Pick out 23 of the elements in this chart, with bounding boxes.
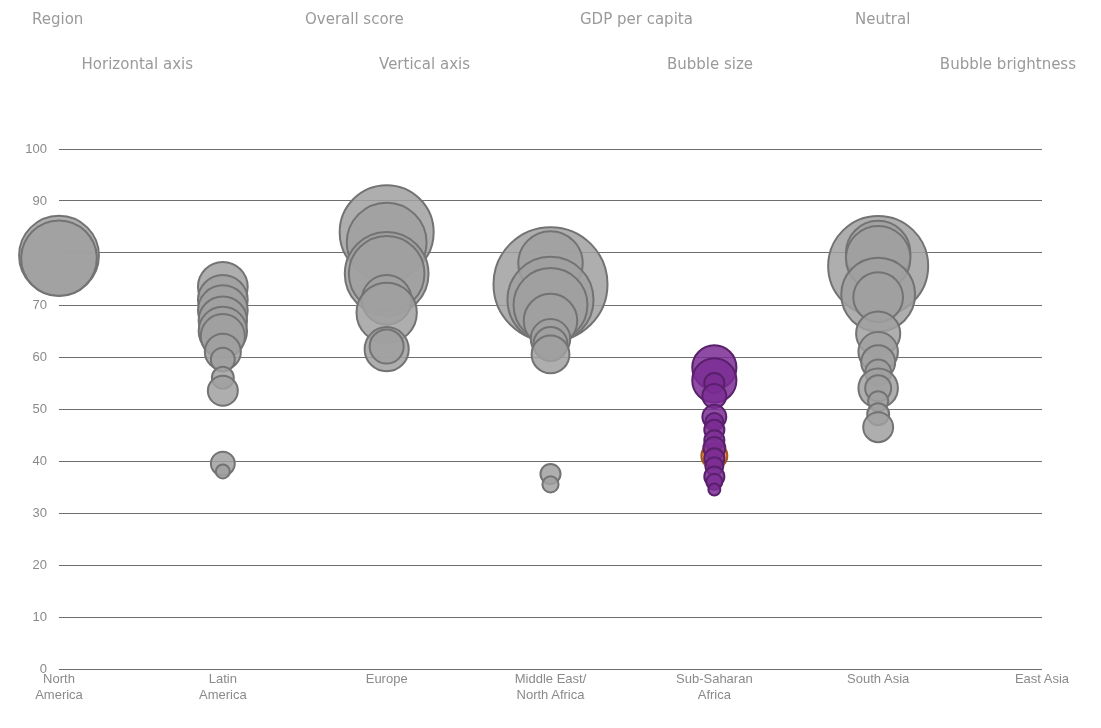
text: Region <box>32 10 84 28</box>
text: Vertical axis <box>379 55 470 73</box>
y-tick-label: 50 <box>32 400 47 416</box>
y-tick-label: 10 <box>32 608 47 624</box>
x-tick-label: Sub-Saharan Africa <box>676 671 753 702</box>
y-tick-label: 90 <box>32 192 47 208</box>
y-tick-label: 70 <box>32 296 47 312</box>
text: Bubble size <box>666 55 753 73</box>
y-tick-label: 30 <box>32 504 47 520</box>
text: Bubble brightness <box>939 55 1076 73</box>
text: Neutral <box>855 10 911 28</box>
y-tick-label: 20 <box>32 556 47 572</box>
x-tick-label: East Asia <box>1014 671 1070 687</box>
text: Overall score <box>305 10 404 28</box>
text: Horizontal axis <box>81 55 193 73</box>
x-tick-label: Latin America <box>198 671 248 702</box>
y-tick-label: 60 <box>32 348 47 364</box>
x-tick-label: Europe <box>365 671 408 687</box>
y-tick-label: 100 <box>25 140 47 156</box>
y-tick-label: 40 <box>32 452 47 468</box>
text: GDP per capita <box>580 10 693 28</box>
x-tick-label: Middle East/North Africa <box>514 671 587 702</box>
x-tick-label: South Asia <box>847 671 911 687</box>
